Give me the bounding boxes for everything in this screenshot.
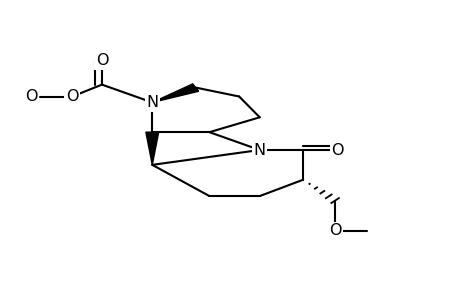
Text: N: N [146, 95, 158, 110]
Polygon shape [152, 84, 198, 102]
Text: N: N [253, 142, 265, 158]
Text: O: O [25, 89, 38, 104]
Text: O: O [330, 142, 343, 158]
Text: O: O [95, 53, 108, 68]
Text: O: O [328, 223, 341, 238]
Text: O: O [66, 89, 78, 104]
Polygon shape [146, 132, 158, 165]
